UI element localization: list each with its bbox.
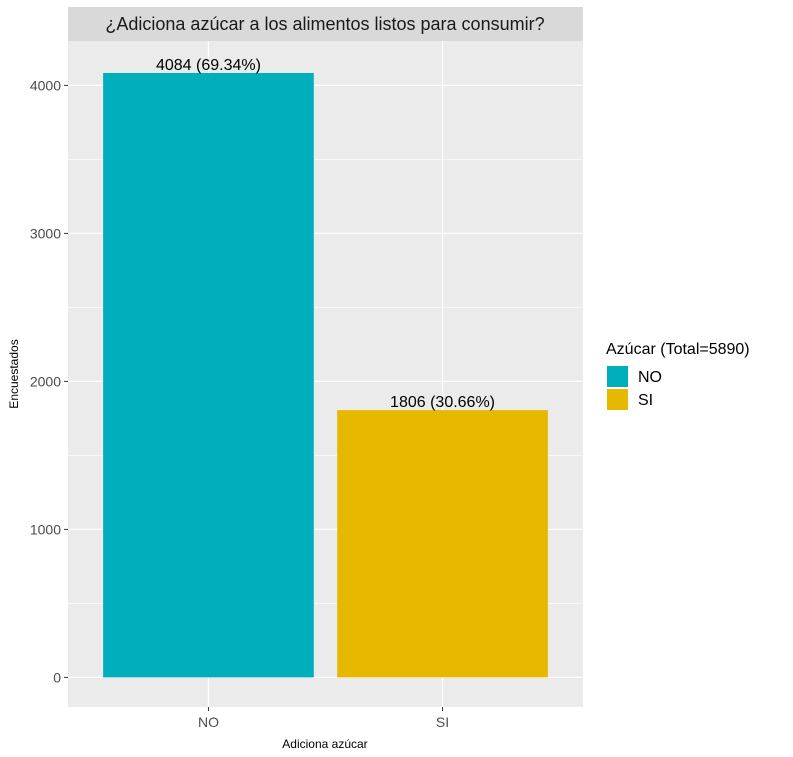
legend-title: Azúcar (Total=5890) (606, 341, 750, 358)
title-strip (68, 7, 583, 41)
y-axis-title: Encuestados (7, 339, 21, 408)
legend-label-si: SI (638, 392, 653, 409)
y-axis: 0 1000 2000 3000 4000 (30, 77, 68, 685)
bar-si (337, 410, 548, 678)
legend-swatch-no (607, 366, 628, 387)
y-tick-label: 0 (53, 669, 61, 685)
data-labels: 4084 (69.34%) 1806 (30.66%) (156, 57, 495, 411)
y-tick-label: 2000 (30, 373, 61, 389)
y-tick-label: 1000 (30, 521, 61, 537)
legend-label-no: NO (638, 369, 662, 386)
data-label-si: 1806 (30.66%) (390, 394, 495, 411)
x-tick-label: SI (436, 714, 449, 730)
legend: Azúcar (Total=5890) NO SI (606, 341, 750, 410)
data-label-no: 4084 (69.34%) (156, 57, 261, 74)
legend-swatch-si (607, 389, 628, 410)
x-axis: NO SI (198, 707, 449, 730)
bar-no (103, 72, 314, 678)
chart-title: ¿Adiciona azúcar a los alimentos listos … (105, 14, 544, 34)
y-tick-label: 4000 (30, 77, 61, 93)
bars (103, 72, 548, 678)
x-tick-label: NO (198, 714, 219, 730)
legend-items: NO SI (607, 366, 662, 410)
y-tick-label: 3000 (30, 225, 61, 241)
x-axis-title: Adiciona azúcar (282, 737, 367, 751)
